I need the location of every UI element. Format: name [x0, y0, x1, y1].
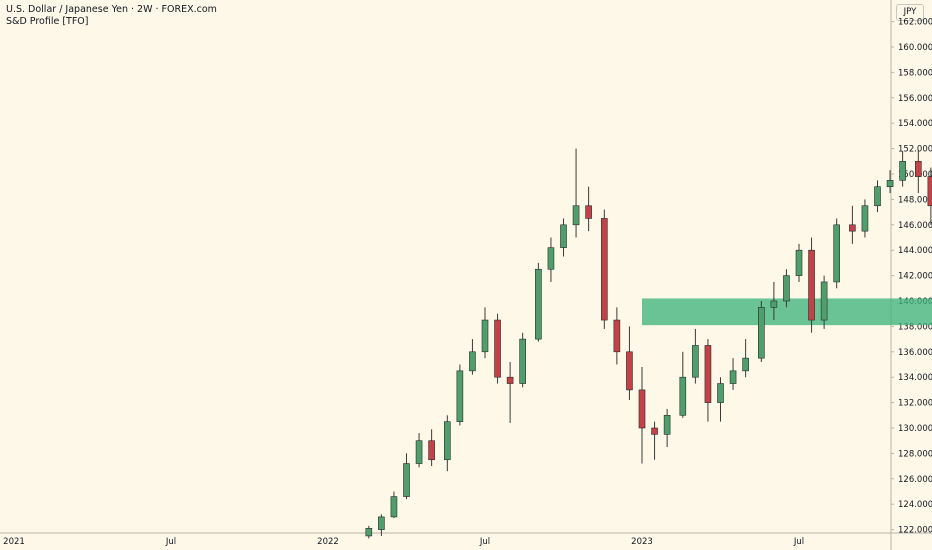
candle-up[interactable] — [469, 351, 476, 372]
candle-up[interactable] — [390, 496, 398, 518]
candle-up[interactable] — [742, 357, 749, 372]
candle-up[interactable] — [403, 463, 410, 497]
candle-down[interactable] — [704, 345, 712, 403]
y-tick-label: 142.000 — [898, 272, 932, 282]
y-tick-label: 146.000 — [898, 221, 932, 231]
candle-up[interactable] — [415, 440, 423, 464]
x-tick-label: Jul — [165, 537, 176, 547]
candle-down[interactable] — [428, 440, 435, 461]
y-tick-label: 132.000 — [898, 399, 932, 409]
candle-down[interactable] — [506, 376, 514, 384]
candle-up[interactable] — [572, 205, 580, 226]
candle-down[interactable] — [808, 249, 815, 321]
y-tick-label: 148.000 — [898, 195, 932, 205]
x-tick-label: 2022 — [317, 537, 339, 547]
candle-up[interactable] — [535, 268, 542, 340]
candle-up[interactable] — [456, 370, 464, 422]
candle-up[interactable] — [758, 307, 765, 359]
candle-up[interactable] — [547, 247, 555, 270]
candle-up[interactable] — [861, 205, 869, 232]
y-tick-label: 144.000 — [898, 246, 932, 256]
currency-badge[interactable]: JPY — [896, 4, 924, 21]
y-tick-label: 130.000 — [898, 424, 932, 434]
candle-down[interactable] — [651, 427, 658, 435]
candle-down[interactable] — [915, 161, 922, 177]
candle-down[interactable] — [638, 389, 646, 429]
candle-up[interactable] — [783, 275, 790, 302]
candle-up[interactable] — [874, 186, 881, 207]
zone-bisi[interactable] — [642, 298, 932, 326]
candle-down[interactable] — [849, 224, 856, 232]
candle-up[interactable] — [365, 528, 373, 537]
candle-up[interactable] — [481, 319, 489, 353]
candle-up[interactable] — [820, 281, 828, 321]
y-tick-label: 150.000 — [898, 170, 932, 180]
candle-up[interactable] — [795, 249, 803, 276]
candle-up[interactable] — [833, 224, 840, 283]
candle-up[interactable] — [519, 338, 526, 384]
y-tick-label: 154.000 — [898, 119, 932, 129]
candle-up[interactable] — [899, 161, 906, 181]
x-tick-label: 2023 — [631, 537, 653, 547]
y-tick-label: 162.000 — [898, 18, 932, 28]
symbol-title[interactable]: U.S. Dollar / Japanese Yen · 2W · FOREX.… — [6, 4, 217, 15]
candle-up[interactable] — [770, 300, 778, 308]
y-tick-label: 158.000 — [898, 68, 932, 78]
candle-up[interactable] — [692, 345, 699, 378]
candle-down[interactable] — [613, 319, 621, 353]
y-tick-label: 160.000 — [898, 43, 932, 53]
y-tick-label: 136.000 — [898, 348, 932, 358]
candle-down[interactable] — [601, 218, 608, 321]
y-tick-label: 128.000 — [898, 449, 932, 459]
y-tick-label: 152.000 — [898, 145, 932, 155]
y-tick-label: 126.000 — [898, 475, 932, 485]
candle-up[interactable] — [717, 383, 724, 403]
chart-legend: U.S. Dollar / Japanese Yen · 2W · FOREX.… — [6, 4, 217, 28]
x-tick-label: Jul — [479, 537, 490, 547]
candle-up[interactable] — [663, 414, 671, 435]
y-tick-label: 124.000 — [898, 500, 932, 510]
candle-down[interactable] — [494, 319, 501, 378]
candle-up[interactable] — [679, 376, 687, 416]
candle-up[interactable] — [378, 516, 385, 530]
candle-up[interactable] — [560, 224, 567, 248]
candle-up[interactable] — [886, 180, 894, 188]
candle-up[interactable] — [444, 421, 451, 461]
x-tick-label: 2021 — [3, 537, 25, 547]
candle-down[interactable] — [585, 205, 592, 219]
candle-up[interactable] — [729, 370, 737, 384]
x-tick-label: Jul — [793, 537, 804, 547]
candle-down[interactable] — [626, 351, 633, 391]
candle-down[interactable] — [927, 176, 932, 207]
y-tick-label: 134.000 — [898, 373, 932, 383]
y-tick-label: 156.000 — [898, 94, 932, 104]
indicator-name[interactable]: S&D Profile [TFO] — [6, 16, 89, 27]
y-tick-label: 138.000 — [898, 322, 932, 332]
y-tick-label: 122.000 — [898, 526, 932, 536]
